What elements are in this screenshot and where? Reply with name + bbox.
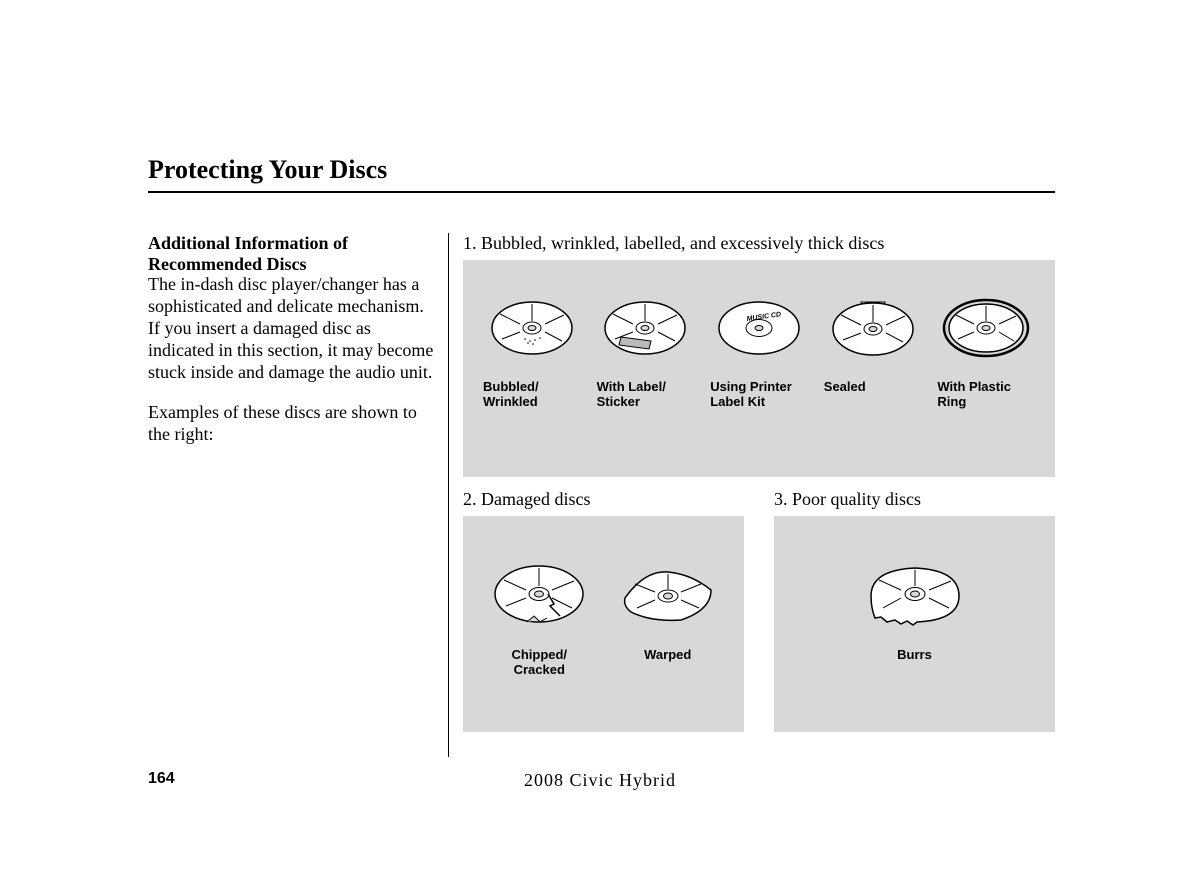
footer: 2008 Civic Hybrid xyxy=(0,770,1200,791)
disc-icon xyxy=(492,556,586,636)
disc-icon xyxy=(603,288,687,368)
disc-icon xyxy=(621,556,715,636)
disc-printer-label: MUSIC CD Using PrinterLabel Kit xyxy=(702,288,816,410)
footer-text: 2008 Civic Hybrid xyxy=(524,770,676,790)
right-column: 1. Bubbled, wrinkled, labelled, and exce… xyxy=(449,233,1055,757)
disc-sealed: Sealed xyxy=(816,288,930,395)
sub-heading: Additional Information of Recommended Di… xyxy=(148,233,434,274)
disc-label: Bubbled/Wrinkled xyxy=(475,380,589,410)
disc-chipped: Chipped/Cracked xyxy=(475,556,604,678)
disc-warped: Warped xyxy=(604,556,733,663)
content-columns: Additional Information of Recommended Di… xyxy=(148,233,1055,757)
disc-icon: MUSIC CD xyxy=(717,288,801,368)
section1-label: 1. Bubbled, wrinkled, labelled, and exce… xyxy=(463,233,1055,254)
section1-box: Bubbled/Wrinkled xyxy=(463,260,1055,477)
disc-label: With Label/Sticker xyxy=(589,380,703,410)
disc-bubbled: Bubbled/Wrinkled xyxy=(475,288,589,410)
disc-burrs: Burrs xyxy=(786,556,1043,663)
disc-plastic-ring: With PlasticRing xyxy=(929,288,1043,410)
left-column: Additional Information of Recommended Di… xyxy=(148,233,448,757)
page-title: Protecting Your Discs xyxy=(148,155,1055,185)
body-para-1: The in-dash disc player/changer has a so… xyxy=(148,274,434,384)
disc-icon xyxy=(490,288,574,368)
section2-wrap: 2. Damaged discs xyxy=(463,489,744,732)
disc-label-sticker: With Label/Sticker xyxy=(589,288,703,410)
section2-box: Chipped/Cracked xyxy=(463,516,744,732)
disc-label: Chipped/Cracked xyxy=(475,648,604,678)
disc-label: Using PrinterLabel Kit xyxy=(702,380,816,410)
section2-label: 2. Damaged discs xyxy=(463,489,744,510)
disc-label: Sealed xyxy=(816,380,930,395)
manual-page: Protecting Your Discs Additional Informa… xyxy=(0,0,1200,757)
disc-label: Burrs xyxy=(786,648,1043,663)
disc-icon xyxy=(831,288,915,368)
title-rule xyxy=(148,191,1055,193)
disc-label: With PlasticRing xyxy=(929,380,1043,410)
section3-label: 3. Poor quality discs xyxy=(774,489,1055,510)
section3-wrap: 3. Poor quality discs xyxy=(774,489,1055,732)
section3-box: Burrs xyxy=(774,516,1055,732)
row-2: 2. Damaged discs xyxy=(463,489,1055,732)
disc-icon xyxy=(942,288,1030,368)
disc-label: Warped xyxy=(604,648,733,663)
body-para-2: Examples of these discs are shown to the… xyxy=(148,402,434,446)
disc-icon xyxy=(865,556,965,636)
